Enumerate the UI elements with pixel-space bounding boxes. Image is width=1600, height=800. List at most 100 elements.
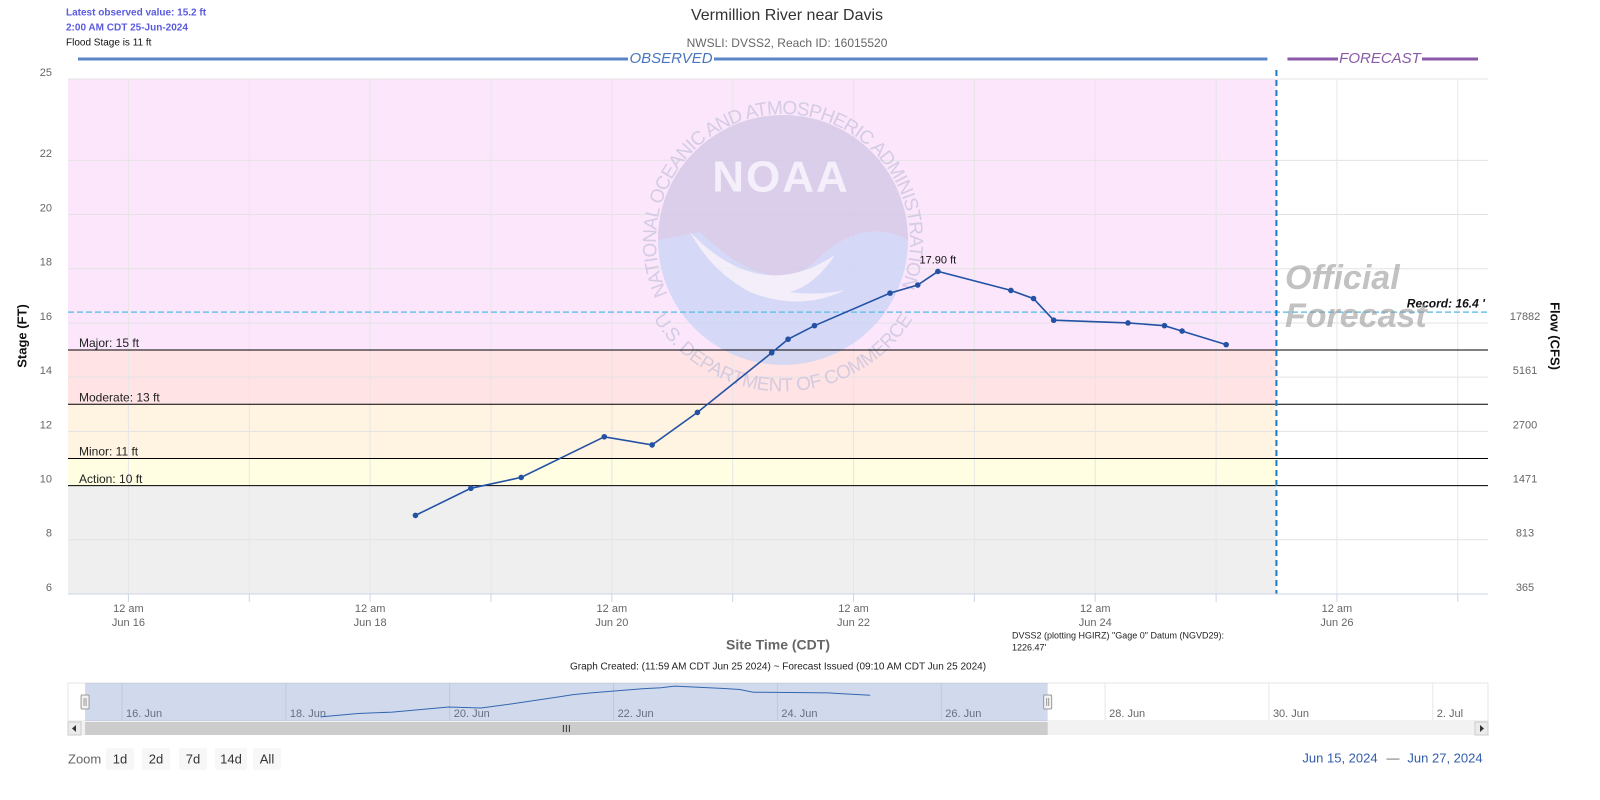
latest-value: Latest observed value: 15.2 ft <box>66 8 207 19</box>
y2-tick-label: 365 <box>1516 582 1534 594</box>
y2-tick-label: 2700 <box>1513 419 1537 431</box>
flood-stage-note: Flood Stage is 11 ft <box>66 38 152 49</box>
y2-axis-title: Flow (CFS) <box>1548 302 1563 370</box>
x-axis-title: Site Time (CDT) <box>726 637 830 653</box>
y-tick-label: 25 <box>40 67 52 79</box>
arrow <box>72 725 76 732</box>
x-tick-label: Jun 26 <box>1320 617 1353 629</box>
data-point <box>935 268 941 275</box>
x-tick-label: Jun 18 <box>354 617 387 629</box>
datum-note: DVSS2 (plotting HGIRZ) "Gage 0" Datum (N… <box>1012 630 1224 640</box>
forecast-region <box>1276 79 1488 594</box>
chart-title: Vermillion River near Davis <box>691 7 883 24</box>
data-point <box>601 433 608 440</box>
x-tick-label: Jun 20 <box>595 617 628 629</box>
flood-band <box>68 458 1488 486</box>
data-point <box>1179 328 1185 334</box>
flood-label: Action: 10 ft <box>79 472 143 486</box>
data-point <box>518 474 524 481</box>
range-to[interactable]: Jun 27, 2024 <box>1407 750 1482 765</box>
latest-time: 2:00 AM CDT 25-Jun-2024 <box>66 23 188 34</box>
data-label: 17.90 ft <box>920 254 957 266</box>
navigator-label: 24. Jun <box>781 708 817 720</box>
zoom-button[interactable] <box>253 748 281 770</box>
x-tick-label: Jun 16 <box>112 617 145 629</box>
navigator-label: 30. Jun <box>1273 708 1309 720</box>
data-point <box>887 290 893 296</box>
navigator-label: 18. Jun <box>290 708 326 720</box>
navigator-label: 2. Jul <box>1437 708 1463 720</box>
data-point <box>412 512 419 519</box>
data-point <box>649 442 655 448</box>
navigator-handle[interactable] <box>80 694 90 710</box>
logo-bird <box>690 232 845 302</box>
flood-label: Major: 15 ft <box>79 336 140 350</box>
y-tick-label: 8 <box>46 528 52 540</box>
flood-label: Moderate: 13 ft <box>79 390 160 404</box>
data-point <box>811 322 818 329</box>
navigator-label: 16. Jun <box>126 708 162 720</box>
zoom-button-label[interactable]: 2d <box>149 751 163 766</box>
zoom-button[interactable] <box>179 748 207 770</box>
zoom-button-label[interactable]: All <box>260 751 275 766</box>
navigator-label: 20. Jun <box>454 708 490 720</box>
chart-subtitle: NWSLI: DVSS2, Reach ID: 16015520 <box>687 36 888 50</box>
range-from[interactable]: Jun 15, 2024 <box>1302 750 1377 765</box>
official-forecast-watermark: Forecast <box>1285 297 1428 335</box>
created-note: Graph Created: (11:59 AM CDT Jun 25 2024… <box>570 662 986 673</box>
y-tick-label: 18 <box>40 257 52 269</box>
arrow <box>1480 725 1484 732</box>
data-point <box>914 282 921 288</box>
zoom-button[interactable] <box>215 748 247 770</box>
y-tick-label: 6 <box>46 582 52 594</box>
data-point <box>1008 287 1014 294</box>
x-tick-label: 12 am <box>1322 603 1353 615</box>
y2-tick-label: 813 <box>1516 528 1534 540</box>
data-point <box>1030 295 1037 302</box>
navigator-line <box>320 685 871 718</box>
zoom-button-label[interactable]: 1d <box>113 751 127 766</box>
flood-label: Minor: 11 ft <box>79 445 139 459</box>
data-point <box>694 409 701 416</box>
data-point <box>1161 322 1168 329</box>
zoom-label: Zoom <box>68 751 101 766</box>
data-point <box>1223 341 1229 348</box>
datum-note: 1226.47' <box>1012 642 1047 652</box>
observed-label: OBSERVED <box>629 50 712 67</box>
navigator-label: 22. Jun <box>618 708 654 720</box>
y-axis-title: Stage (FT) <box>14 304 29 368</box>
data-point <box>785 336 791 343</box>
forecast-label: FORECAST <box>1339 50 1423 67</box>
x-tick-label: 12 am <box>355 603 386 615</box>
y2-tick-label: 17882 <box>1510 311 1541 323</box>
zoom-button-label[interactable]: 7d <box>186 751 200 766</box>
x-tick-label: Jun 24 <box>1079 617 1112 629</box>
x-tick-label: 12 am <box>838 603 869 615</box>
logo-name: NOAA <box>712 153 850 202</box>
official-forecast-watermark: Official <box>1285 259 1401 297</box>
observed-label-bg <box>628 50 714 68</box>
navigator-label: 26. Jun <box>945 708 981 720</box>
navigator-bg <box>67 682 1489 722</box>
zoom-button[interactable] <box>142 748 170 770</box>
navigator-handle[interactable] <box>1043 694 1053 710</box>
data-point <box>1125 320 1131 326</box>
y2-tick-label: 5161 <box>1513 365 1537 377</box>
y-tick-label: 10 <box>40 473 52 485</box>
record-label: Record: 16.4 ' <box>1407 296 1486 310</box>
x-tick-label: 12 am <box>113 603 144 615</box>
y-tick-label: 22 <box>40 148 52 160</box>
y2-tick-label: 1471 <box>1513 473 1537 485</box>
zoom-button-label[interactable]: 14d <box>220 751 242 766</box>
data-point <box>1050 317 1057 324</box>
y-tick-label: 20 <box>40 202 52 214</box>
range-separator: — <box>1387 750 1400 765</box>
data-point <box>468 485 474 492</box>
zoom-button[interactable] <box>106 748 134 770</box>
navigator-selection <box>85 683 1048 721</box>
y-tick-label: 14 <box>40 365 52 377</box>
x-tick-label: 12 am <box>597 603 628 615</box>
